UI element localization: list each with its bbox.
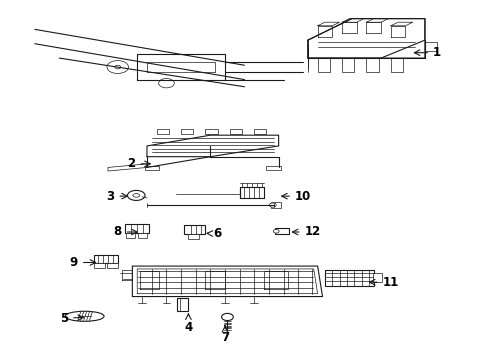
Bar	[188, 234, 199, 239]
Bar	[107, 263, 118, 268]
Text: 2: 2	[127, 157, 150, 170]
Bar	[341, 58, 353, 72]
Bar	[271, 202, 281, 208]
Bar	[205, 130, 217, 134]
Text: 4: 4	[184, 314, 192, 333]
Text: 11: 11	[369, 276, 398, 289]
Bar	[125, 224, 149, 233]
Text: 7: 7	[221, 326, 228, 344]
Bar	[266, 166, 281, 170]
Ellipse shape	[133, 194, 140, 197]
Text: 1: 1	[413, 46, 440, 59]
Bar	[94, 255, 118, 263]
Ellipse shape	[65, 311, 104, 321]
Bar	[229, 130, 242, 134]
Text: 10: 10	[281, 190, 310, 203]
Ellipse shape	[158, 78, 174, 88]
Bar	[317, 58, 329, 72]
Bar	[144, 166, 159, 170]
Bar	[157, 130, 168, 134]
Bar	[254, 130, 266, 134]
Ellipse shape	[273, 229, 279, 233]
Text: 12: 12	[292, 225, 320, 238]
Bar	[325, 270, 373, 286]
Bar	[177, 298, 187, 311]
Ellipse shape	[127, 190, 145, 201]
Text: 8: 8	[113, 225, 137, 238]
Bar	[138, 233, 147, 238]
Bar	[183, 225, 205, 234]
Ellipse shape	[107, 60, 128, 73]
Ellipse shape	[221, 314, 233, 320]
Bar	[366, 58, 378, 72]
Text: 9: 9	[70, 256, 96, 269]
Text: 3: 3	[106, 190, 127, 203]
Bar	[390, 58, 402, 72]
Text: 5: 5	[60, 311, 83, 325]
Bar	[94, 263, 105, 268]
Bar	[126, 233, 135, 238]
Bar	[274, 228, 289, 234]
Text: 6: 6	[206, 227, 222, 240]
Bar	[424, 42, 436, 51]
Ellipse shape	[115, 65, 121, 69]
Ellipse shape	[269, 203, 276, 207]
Bar	[372, 273, 381, 282]
Bar	[181, 130, 193, 134]
